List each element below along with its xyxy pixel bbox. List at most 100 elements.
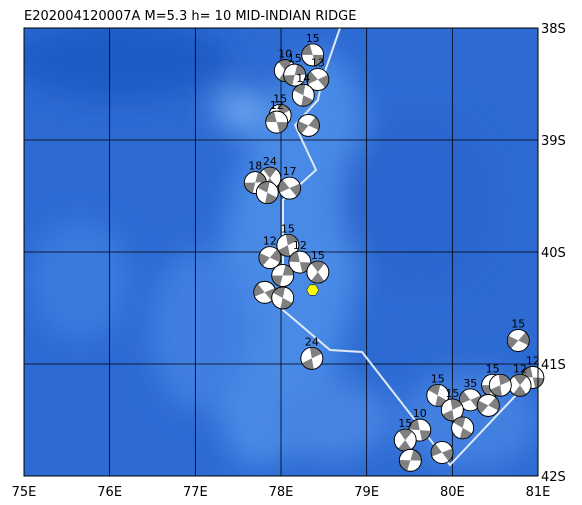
depth-label: 12 (526, 354, 540, 367)
ball-outline (440, 398, 464, 422)
depth-label: 10 (413, 407, 427, 420)
y-tick-label: 41S (541, 358, 566, 373)
focal-mechanism (306, 68, 330, 91)
ball-outline (398, 448, 422, 472)
compression (244, 182, 256, 194)
compression (442, 448, 454, 462)
focal-mechanism (278, 176, 301, 200)
compression (488, 397, 500, 411)
focal-mechanism (258, 246, 282, 270)
focal-mechanism (488, 373, 512, 397)
map-title: E202004120007A M=5.3 h= 10 MID-INDIAN RI… (24, 9, 356, 24)
ball-outline (306, 68, 330, 91)
x-tick-label: 76E (97, 485, 122, 500)
ball-outline (258, 246, 282, 270)
focal-mechanism (271, 264, 295, 287)
compression (308, 116, 320, 130)
compression (431, 443, 443, 457)
focal-mechanism (398, 448, 422, 472)
compression (477, 400, 489, 414)
depth-label: 15 (486, 362, 500, 375)
focal-mechanism (283, 63, 307, 87)
compression (312, 54, 324, 66)
focal-mechanism (297, 114, 320, 137)
frame (23, 27, 539, 477)
y-tick-label: 40S (541, 246, 566, 261)
ball-outline (451, 416, 475, 440)
plate-boundary (282, 27, 536, 467)
focal-mechanism (430, 441, 454, 464)
compression (521, 366, 533, 378)
focal-mechanism (476, 394, 500, 417)
compression (265, 111, 277, 123)
focal-mechanism (306, 260, 330, 284)
ball-outline (276, 233, 300, 257)
compression (278, 179, 290, 193)
compression (283, 75, 295, 86)
focal-mechanism (508, 373, 532, 397)
compression (513, 374, 527, 386)
x-tick-label: 77E (183, 485, 208, 500)
ball-outline (430, 441, 454, 464)
compression (311, 261, 325, 273)
ball-outline (278, 176, 301, 200)
focal-mechanism (426, 383, 450, 407)
compression (269, 249, 281, 263)
y-tick-label: 38S (541, 22, 566, 37)
compression (299, 262, 311, 273)
depth-label: 15 (288, 52, 302, 65)
ball-outline (271, 264, 295, 287)
focal-mechanism (276, 233, 300, 257)
compression (410, 449, 422, 461)
depth-label: 15 (306, 32, 320, 45)
depth-label: 12 (263, 235, 277, 248)
ball-outline (271, 286, 295, 310)
compression (255, 171, 267, 183)
y-tick-label: 42S (541, 470, 566, 485)
focal-mechanism (393, 428, 417, 452)
compression (306, 71, 318, 85)
depth-label: 15 (445, 387, 459, 400)
x-tick-label: 81E (526, 485, 551, 500)
depth-label: 14 (296, 72, 310, 85)
compression (398, 429, 413, 441)
depth-label: 35 (463, 377, 477, 390)
compression (278, 59, 292, 71)
ball-outline (488, 373, 512, 397)
ball-outline (265, 110, 289, 134)
ball-outline (255, 181, 279, 205)
depth-label: 15 (511, 317, 525, 330)
compression (289, 183, 301, 197)
compression (294, 64, 306, 76)
focal-mechanism (291, 83, 315, 107)
ball-outline (291, 83, 315, 107)
focal-mechanism (288, 250, 312, 274)
compression (507, 335, 519, 349)
compression (297, 120, 309, 134)
ball-outline (283, 63, 307, 87)
compression (453, 416, 466, 428)
compression (419, 430, 431, 441)
focal-mechanism (265, 110, 289, 134)
ball-outline (297, 114, 320, 137)
depth-label: 13 (311, 57, 325, 70)
depth-label: 24 (305, 335, 319, 348)
ball-outline (426, 383, 450, 407)
focal-mechanism (271, 286, 295, 310)
ball-outline (301, 43, 325, 67)
depth-label: 15 (398, 417, 412, 430)
depth-label: 15 (431, 372, 445, 385)
compression (408, 419, 420, 431)
focal-mechanism (301, 43, 325, 67)
ball-outline (300, 346, 324, 370)
compression (258, 252, 270, 266)
compression (513, 385, 527, 397)
focal-mechanism (506, 329, 530, 352)
compression (398, 440, 412, 452)
depth-label: 10 (278, 48, 292, 61)
depth-label: 15 (311, 249, 325, 262)
focal-mechanism (255, 181, 279, 205)
ball-outline (476, 394, 500, 417)
ball-outline (306, 260, 330, 284)
